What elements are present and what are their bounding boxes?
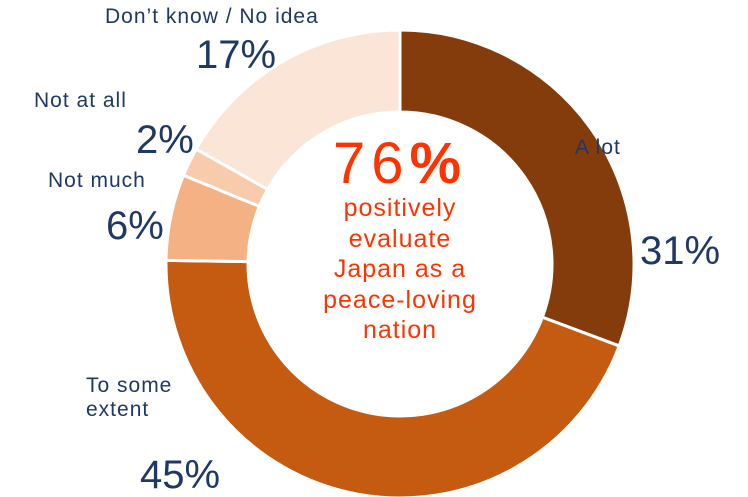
category-label: Don’t know / No idea <box>105 5 319 28</box>
center-unit: % <box>409 131 468 196</box>
center-annotation: 76% positively evaluate Japan as a peace-lo… <box>300 135 500 346</box>
category-label: A lot <box>575 136 621 159</box>
category-label: To some extent <box>86 374 173 422</box>
donut-segment <box>164 258 622 497</box>
center-line: Japan as a <box>333 255 467 283</box>
center-value: 76 <box>332 131 410 196</box>
donut-segment <box>398 28 636 348</box>
value-label: 17% <box>196 33 277 77</box>
center-line: nation <box>362 316 438 344</box>
category-label: Not at all <box>34 89 127 112</box>
center-line: positively <box>343 194 457 222</box>
center-line: peace-loving <box>323 285 477 314</box>
center-line: evaluate <box>348 224 452 253</box>
category-label: Not much <box>48 169 146 192</box>
value-label: 31% <box>640 229 721 273</box>
value-label: 45% <box>140 453 221 497</box>
donut-segment <box>194 28 402 192</box>
center-figure: 76% <box>300 135 500 193</box>
value-label: 2% <box>136 118 194 162</box>
center-lines: positively evaluate Japan as a peace-loving… <box>300 193 500 346</box>
value-label: 6% <box>106 204 164 248</box>
